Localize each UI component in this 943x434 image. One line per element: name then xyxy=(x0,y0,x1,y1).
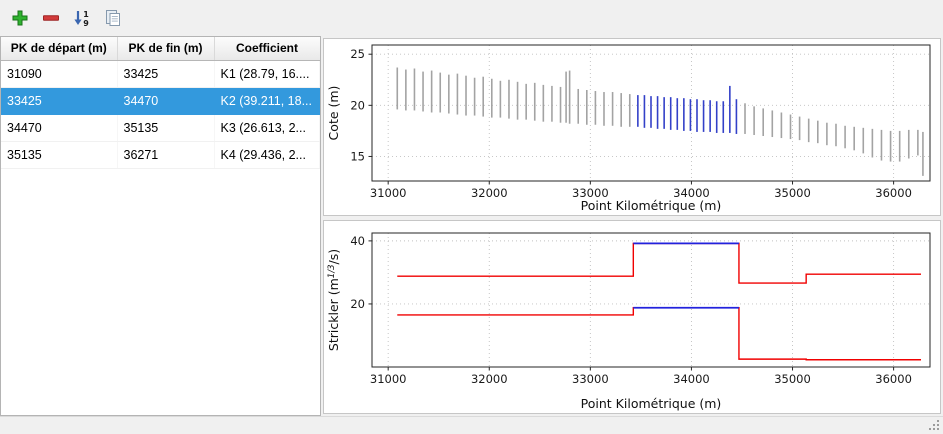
sort-rows-button[interactable]: 1 9 xyxy=(69,5,95,31)
svg-text:36000: 36000 xyxy=(875,372,912,386)
cote-chart: 31000 32000 33000 34000 35000 36000 15 20 25 Poin… xyxy=(323,38,941,216)
resize-grip[interactable] xyxy=(928,419,940,431)
cell-pk-end[interactable]: 36271 xyxy=(117,141,215,169)
cell-coefficient[interactable]: K1 (28.79, 16.... xyxy=(214,60,320,88)
svg-text:40: 40 xyxy=(350,234,365,248)
table-row[interactable]: 31090 33425 K1 (28.79, 16.... xyxy=(1,60,320,88)
paste-icon xyxy=(106,10,120,26)
add-row-button[interactable] xyxy=(7,5,33,31)
svg-text:Strickler (m1/3/s): Strickler (m1/3/s) xyxy=(326,249,341,351)
cell-coefficient[interactable]: K3 (26.613, 2... xyxy=(214,114,320,142)
sort-digit-9: 9 xyxy=(83,19,89,28)
status-bar xyxy=(0,416,943,434)
charts-area: 31000 32000 33000 34000 35000 36000 15 20 25 Poin… xyxy=(321,36,943,416)
cell-pk-end[interactable]: 34470 xyxy=(117,87,215,115)
table-row[interactable]: 33425 34470 K2 (39.211, 18... xyxy=(1,87,320,115)
strickler-chart-canvas: 31000 32000 33000 34000 35000 36000 20 40 Point … xyxy=(326,232,931,411)
plus-icon xyxy=(12,10,28,26)
table-row[interactable]: 34470 35135 K3 (26.613, 2... xyxy=(1,114,320,142)
column-header-pk-depart[interactable]: PK de départ (m) xyxy=(1,37,118,61)
cell-pk-start[interactable]: 33425 xyxy=(1,87,118,115)
svg-text:Cote (m): Cote (m) xyxy=(326,86,341,141)
sort-numeric-icon: 1 9 xyxy=(74,10,89,28)
cell-pk-end[interactable]: 33425 xyxy=(117,60,215,88)
cell-coefficient[interactable]: K2 (39.211, 18... xyxy=(214,87,320,115)
svg-text:Point Kilométrique (m): Point Kilométrique (m) xyxy=(581,198,722,213)
svg-text:35000: 35000 xyxy=(774,186,811,200)
svg-text:32000: 32000 xyxy=(471,186,508,200)
sort-digit-1: 1 xyxy=(83,10,89,19)
svg-text:33000: 33000 xyxy=(572,186,609,200)
svg-text:Point Kilométrique (m): Point Kilométrique (m) xyxy=(581,396,722,411)
cell-pk-end[interactable]: 35135 xyxy=(117,114,215,142)
svg-text:20: 20 xyxy=(350,98,365,112)
toolbar: 1 9 xyxy=(0,0,943,36)
remove-row-button[interactable] xyxy=(38,5,64,31)
cell-pk-start[interactable]: 35135 xyxy=(1,141,118,169)
table-row[interactable]: 35135 36271 K4 (29.436, 2... xyxy=(1,141,320,169)
minus-icon xyxy=(43,15,59,21)
svg-text:15: 15 xyxy=(350,149,365,163)
cell-pk-start[interactable]: 31090 xyxy=(1,60,118,88)
cell-pk-start[interactable]: 34470 xyxy=(1,114,118,142)
paste-button[interactable] xyxy=(100,5,126,31)
column-header-coefficient[interactable]: Coefficient xyxy=(214,37,320,61)
svg-text:31000: 31000 xyxy=(370,186,407,200)
svg-text:31000: 31000 xyxy=(370,372,407,386)
coefficients-table: PK de départ (m) PK de fin (m) Coefficie… xyxy=(1,37,320,169)
column-header-pk-fin[interactable]: PK de fin (m) xyxy=(117,37,215,61)
coefficients-table-panel: PK de départ (m) PK de fin (m) Coefficie… xyxy=(0,36,321,416)
svg-text:34000: 34000 xyxy=(673,372,710,386)
svg-text:33000: 33000 xyxy=(572,372,609,386)
svg-text:25: 25 xyxy=(350,47,365,61)
strickler-chart: 31000 32000 33000 34000 35000 36000 20 40 Point … xyxy=(323,220,941,414)
svg-text:36000: 36000 xyxy=(875,186,912,200)
cell-coefficient[interactable]: K4 (29.436, 2... xyxy=(214,141,320,169)
svg-text:35000: 35000 xyxy=(774,372,811,386)
table-header-row: PK de départ (m) PK de fin (m) Coefficie… xyxy=(1,37,320,61)
main-area: PK de départ (m) PK de fin (m) Coefficie… xyxy=(0,36,943,416)
svg-text:34000: 34000 xyxy=(673,186,710,200)
svg-text:32000: 32000 xyxy=(471,372,508,386)
svg-text:20: 20 xyxy=(350,297,365,311)
cote-chart-canvas: 31000 32000 33000 34000 35000 36000 15 20 25 Poin… xyxy=(326,44,931,213)
